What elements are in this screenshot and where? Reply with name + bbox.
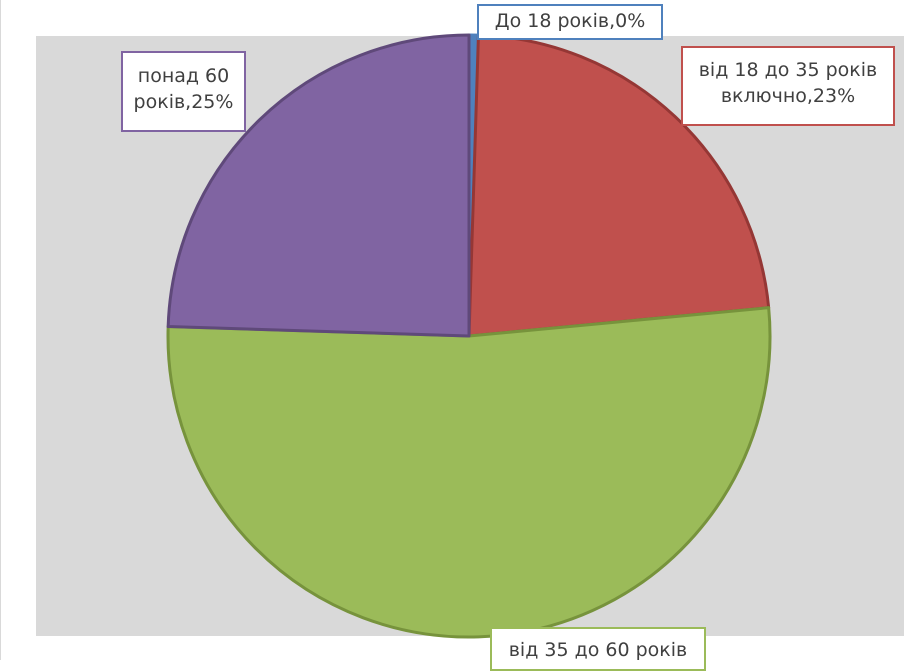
pie-slice-over-60 — [166, 33, 471, 338]
pie-slice-35-60 — [166, 306, 772, 639]
data-label-under-18: До 18 років,0% — [477, 4, 663, 40]
pie-slice-18-35 — [467, 33, 771, 338]
data-label-over-60: понад 60 років,25% — [121, 51, 246, 132]
data-label-35-60: від 35 до 60 років — [490, 627, 706, 671]
data-label-18-35: від 18 до 35 років включно,23% — [681, 46, 895, 126]
